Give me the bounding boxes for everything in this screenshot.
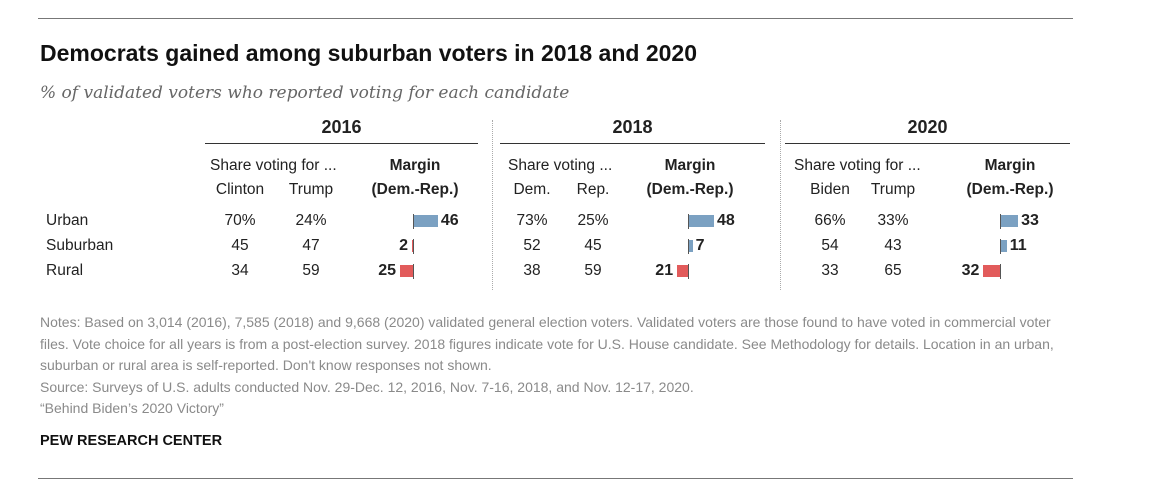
panel-separator [780, 120, 781, 290]
dem-share-value: 73% [516, 212, 548, 229]
share-header: Share voting for ... [210, 157, 337, 174]
panel-rule [205, 143, 478, 144]
panel-rule [785, 143, 1070, 144]
margin-value: 33 [1021, 212, 1039, 229]
margin-subheader: (Dem.-Rep.) [371, 181, 459, 198]
row-label: Rural [46, 262, 84, 279]
margin-bar-dem [1001, 215, 1019, 227]
rep-candidate-header: Trump [288, 181, 334, 198]
rep-share-value: 47 [302, 237, 320, 254]
margin-bar-dem [689, 215, 714, 227]
chart-subtitle: % of validated voters who reported votin… [40, 83, 570, 103]
bottom-rule [38, 478, 1073, 479]
zero-axis [1000, 214, 1001, 229]
rep-share-value: 59 [302, 262, 320, 279]
dem-candidate-header: Clinton [215, 181, 265, 198]
dem-share-value: 52 [523, 237, 541, 254]
rep-share-value: 24% [295, 212, 327, 229]
margin-bar-rep [983, 265, 1000, 277]
margin-bar-rep [411, 240, 413, 252]
margin-header: Margin [664, 157, 716, 174]
chart-title: Democrats gained among suburban voters i… [40, 40, 697, 66]
margin-bar-rep [400, 265, 413, 277]
zero-axis [413, 264, 414, 279]
rep-candidate-header: Rep. [576, 181, 610, 198]
zero-axis [1000, 239, 1001, 254]
margin-bar-rep [677, 265, 688, 277]
row-label: Suburban [46, 237, 114, 254]
rep-share-value: 43 [884, 237, 902, 254]
zero-axis [688, 214, 689, 229]
rep-candidate-header: Trump [870, 181, 916, 198]
zero-axis [1000, 264, 1001, 279]
rep-share-value: 59 [584, 262, 602, 279]
row-label: Urban [46, 212, 89, 229]
notes-text: Notes: Based on 3,014 (2016), 7,585 (201… [40, 314, 1054, 373]
zero-axis [413, 214, 414, 229]
margin-value: 21 [655, 262, 674, 279]
report-title: “Behind Biden’s 2020 Victory” [40, 400, 224, 416]
margin-value: 25 [378, 262, 396, 279]
dem-share-value: 33 [821, 262, 839, 279]
dem-share-value: 34 [231, 262, 249, 279]
dem-share-value: 38 [523, 262, 541, 279]
rep-share-value: 33% [877, 212, 909, 229]
dem-share-value: 70% [224, 212, 256, 229]
share-header: Share voting ... [508, 157, 613, 174]
panel-year: 2020 [907, 117, 948, 137]
brand-logo-text: PEW RESEARCH CENTER [40, 433, 223, 449]
rep-share-value: 25% [577, 212, 609, 229]
margin-subheader: (Dem.-Rep.) [966, 181, 1054, 198]
rep-share-value: 45 [584, 237, 602, 254]
zero-axis [688, 264, 689, 279]
panel-separator [492, 120, 493, 290]
source-text: Source: Surveys of U.S. adults conducted… [40, 378, 694, 395]
dem-candidate-header: Biden [810, 181, 850, 198]
top-rule [38, 18, 1073, 19]
margin-value: 48 [716, 212, 735, 229]
notes: Notes: Based on 3,014 (2016), 7,585 (201… [40, 312, 1060, 420]
margin-value: 11 [1009, 237, 1027, 254]
margin-value: 32 [961, 262, 980, 279]
margin-value: 46 [440, 212, 459, 229]
dem-share-value: 66% [814, 212, 846, 229]
zero-axis [688, 239, 689, 254]
margin-header: Margin [984, 157, 1036, 174]
margin-header: Margin [389, 157, 441, 174]
zero-axis [413, 239, 414, 254]
margin-bar-dem [689, 240, 693, 252]
margin-bar-dem [414, 215, 438, 227]
panel-year: 2018 [612, 117, 653, 137]
margin-bar-dem [1001, 240, 1007, 252]
dem-candidate-header: Dem. [513, 181, 551, 198]
margin-value: 7 [695, 237, 705, 254]
rep-share-value: 65 [884, 262, 902, 279]
dem-share-value: 45 [231, 237, 249, 254]
margin-subheader: (Dem.-Rep.) [646, 181, 734, 198]
panel-year: 2016 [321, 117, 362, 137]
panel-rule [500, 143, 765, 144]
margin-value: 2 [399, 237, 408, 254]
share-header: Share voting for ... [794, 157, 921, 174]
dem-share-value: 54 [821, 237, 839, 254]
